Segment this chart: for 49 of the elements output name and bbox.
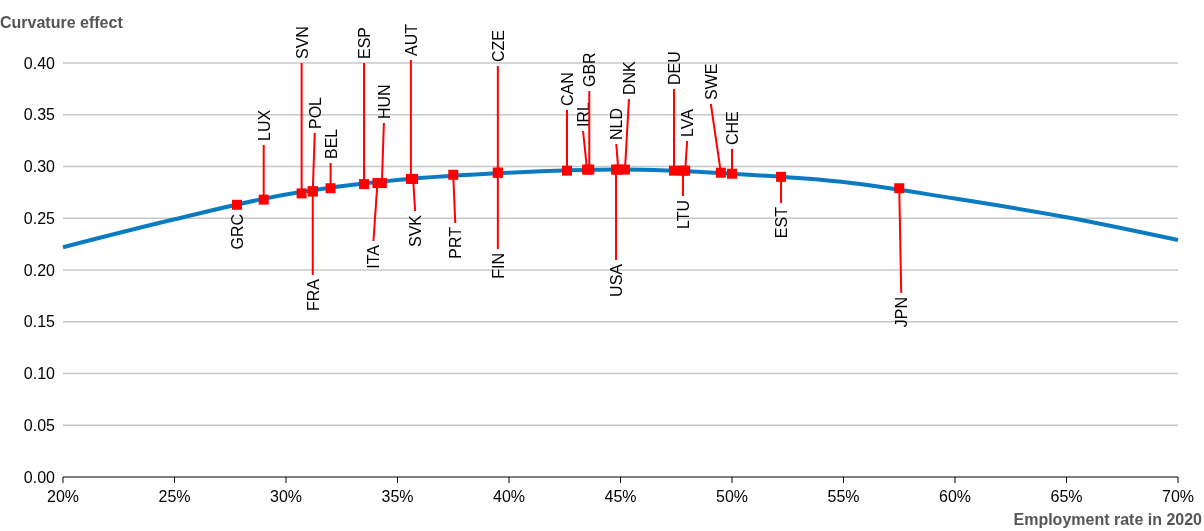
x-tick-label: 65%: [1050, 488, 1083, 505]
x-tick-label: 55%: [827, 488, 860, 505]
annotation: GRC: [228, 214, 246, 250]
annotation: FIN: [489, 253, 507, 279]
annotation: LTU: [674, 200, 692, 230]
x-tick-label: 45%: [604, 488, 637, 505]
annotation: FRA: [304, 278, 322, 311]
annotation: CHE: [724, 111, 741, 145]
annotation: BEL: [322, 128, 340, 159]
x-tick-label: 70%: [1161, 488, 1195, 505]
annotation: NLD: [608, 107, 626, 140]
annotation: USA: [608, 263, 626, 297]
annotation: HUN: [375, 84, 393, 119]
annotation: EST: [773, 206, 791, 239]
y-tick-label: 0.30: [23, 158, 56, 176]
y-tick-label: 0.00: [23, 468, 56, 486]
y-tick-label: 0.20: [23, 261, 56, 279]
x-tick-label: 40%: [492, 488, 526, 505]
y-tick-label: 0.15: [23, 313, 56, 331]
y-tick-label: 0.35: [23, 106, 56, 124]
annotation: ESP: [356, 26, 374, 59]
x-tick-label: 35%: [381, 488, 414, 505]
y-tick-label: 0.40: [23, 54, 56, 72]
x-tick-label: 30%: [269, 488, 303, 505]
x-tick-label: 25%: [158, 488, 191, 505]
y-tick-label: 0.05: [23, 416, 56, 434]
annotation: IRL: [575, 102, 593, 127]
annotation: SVN: [293, 26, 311, 59]
x-tick-label: 50%: [715, 488, 749, 505]
annotation: SWE: [702, 63, 720, 100]
x-tick-label: 60%: [938, 488, 972, 505]
annotation: LUX: [255, 109, 273, 141]
annotation: GBR: [581, 52, 599, 87]
annotation: ITA: [365, 244, 383, 269]
annotation: DEU: [666, 51, 684, 85]
y-tick-label: 0.25: [23, 209, 56, 227]
y-tick-label: 0.10: [23, 365, 56, 383]
annotation: AUT: [402, 23, 420, 56]
x-axis-title: Employment rate in 2020: [1013, 511, 1203, 528]
annotation: CZE: [489, 30, 507, 62]
annotation: DNK: [620, 60, 638, 95]
annotation: SVK: [407, 214, 425, 248]
annotation: POL: [306, 96, 324, 129]
x-tick-label: 20%: [46, 488, 80, 505]
annotation: LVA: [679, 108, 697, 137]
annotation: JPN: [893, 297, 911, 328]
y-axis-title: Curvature effect: [0, 14, 124, 31]
annotation: PRT: [447, 226, 465, 259]
annotation: CAN: [558, 72, 576, 106]
